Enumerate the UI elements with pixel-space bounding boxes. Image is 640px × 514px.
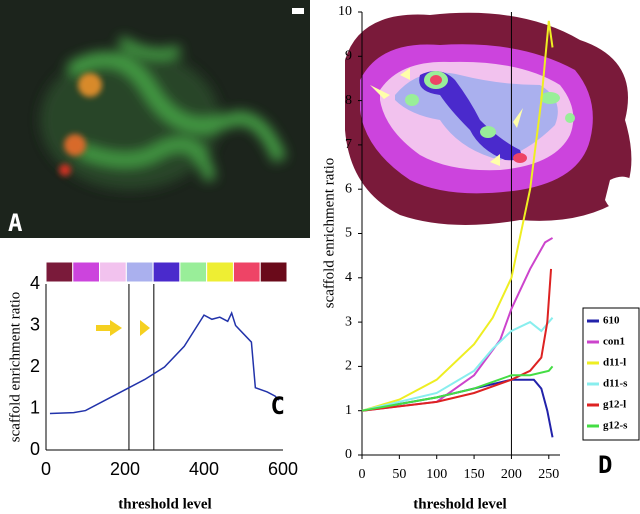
image-a: A (0, 0, 310, 238)
y-tick-label: 1 (345, 403, 352, 418)
y-tick-label: 8 (345, 93, 352, 108)
x-tick-label: 200 (501, 467, 522, 482)
x-tick-label: 150 (464, 467, 485, 482)
x-tick-label: 100 (426, 467, 447, 482)
y-tick-label: 0 (30, 439, 40, 459)
x-axis-label: threshold level (118, 496, 211, 512)
legend-label: g12-s (603, 420, 628, 432)
x-tick-label: 600 (268, 459, 298, 479)
series-line (361, 20, 554, 412)
legend-box (582, 307, 640, 441)
panel-label: B (340, 209, 354, 237)
panel-label: D (598, 451, 612, 479)
y-axis-label: scaffold enrichment ratio (321, 158, 337, 309)
legend-label: d11-s (603, 378, 628, 390)
colorbar-cell (152, 261, 181, 283)
y-tick-label: 9 (345, 49, 352, 64)
x-tick-label: 250 (538, 467, 559, 482)
series-line (361, 365, 554, 412)
y-tick-label: 4 (30, 273, 40, 293)
colorbar-cell (45, 261, 74, 283)
colorbar-cell (259, 261, 288, 283)
colorbar-cell (179, 261, 208, 283)
arrows (96, 320, 150, 336)
image-b: B (340, 12, 640, 237)
colorbar-cell (206, 261, 234, 283)
y-tick-label: 3 (30, 314, 40, 334)
x-axis-label: threshold level (413, 496, 506, 512)
series-line (49, 311, 280, 415)
y-tick-label: 0 (345, 447, 352, 462)
colorbar-cell (72, 261, 101, 283)
y-tick-label: 10 (338, 4, 352, 19)
series-line (361, 268, 553, 412)
y-axis-label: scaffold enrichment ratio (7, 292, 23, 443)
x-tick-label: 0 (41, 459, 51, 479)
y-tick-label: 4 (345, 270, 352, 285)
y-tick-label: 6 (345, 181, 352, 196)
y-tick-label: 1 (30, 397, 40, 417)
series-line (361, 237, 554, 412)
legend-label: d11-l (603, 357, 626, 369)
colorbar-cell (99, 261, 127, 283)
legend-label: g12-l (603, 399, 626, 411)
colorbar-cell (125, 261, 154, 283)
x-tick-label: 50 (392, 467, 406, 482)
colorbar-cell (232, 261, 261, 283)
y-tick-label: 7 (345, 137, 352, 152)
y-tick-label: 2 (345, 359, 352, 374)
y-tick-label: 2 (30, 356, 40, 376)
legend-label: con1 (603, 336, 625, 348)
x-tick-label: 400 (189, 459, 219, 479)
y-tick-label: 5 (345, 226, 352, 241)
y-tick-label: 3 (345, 314, 352, 329)
panel-label: A (8, 209, 23, 237)
legend-label: 610 (603, 315, 620, 327)
x-tick-label: 200 (110, 459, 140, 479)
panel-label: C (271, 392, 285, 420)
x-tick-label: 0 (359, 467, 366, 482)
